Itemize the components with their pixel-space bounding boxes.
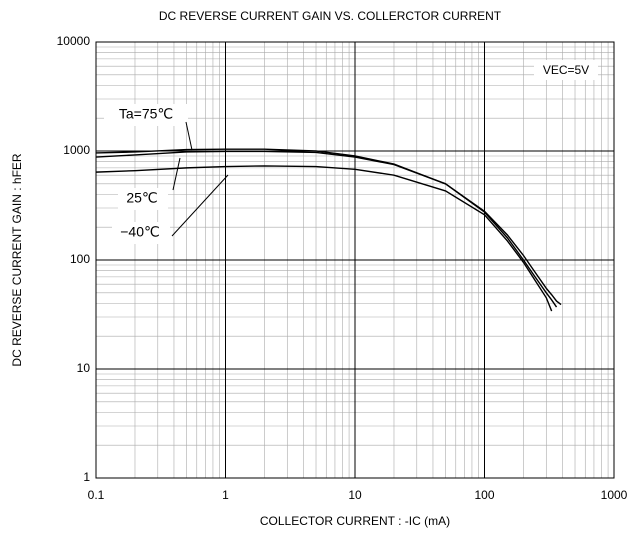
series-label: 25℃: [126, 190, 157, 206]
series-line: [95, 150, 558, 308]
x-tick-label: 1000: [601, 488, 628, 502]
annotation-bg: [534, 60, 598, 80]
leader-line: [185, 121, 193, 151]
label-bg: [112, 222, 170, 244]
series-label: Ta=75℃: [119, 106, 173, 122]
series-label: −40℃: [120, 224, 159, 240]
lines: [95, 148, 562, 312]
label-bg: [104, 104, 188, 126]
y-tick-label: 10: [77, 361, 91, 375]
plot-frame: [95, 41, 615, 479]
y-tick-label: 1000: [63, 143, 90, 157]
x-axis-label: COLLECTOR CURRENT : -IC (mA): [260, 514, 450, 528]
y-tick-label: 100: [70, 252, 90, 266]
x-tick-label: 0.1: [88, 488, 105, 502]
y-tick-label: 10000: [57, 34, 91, 48]
x-tick-label: 10: [348, 488, 362, 502]
x-tick-label: 1: [222, 488, 229, 502]
chart-title: DC REVERSE CURRENT GAIN VS. COLLERCTOR C…: [159, 9, 502, 23]
leader-line: [172, 157, 181, 191]
series-line: [95, 165, 553, 312]
grid: [95, 41, 615, 479]
leader-line: [171, 174, 229, 237]
y-axis-label: DC REVERSE CURRENT GAIN : hFER: [10, 153, 24, 366]
label-bg: [118, 188, 168, 210]
annotation: VEC=5V: [543, 63, 589, 77]
x-tick-label: 100: [474, 488, 494, 502]
y-tick-label: 1: [83, 470, 90, 484]
